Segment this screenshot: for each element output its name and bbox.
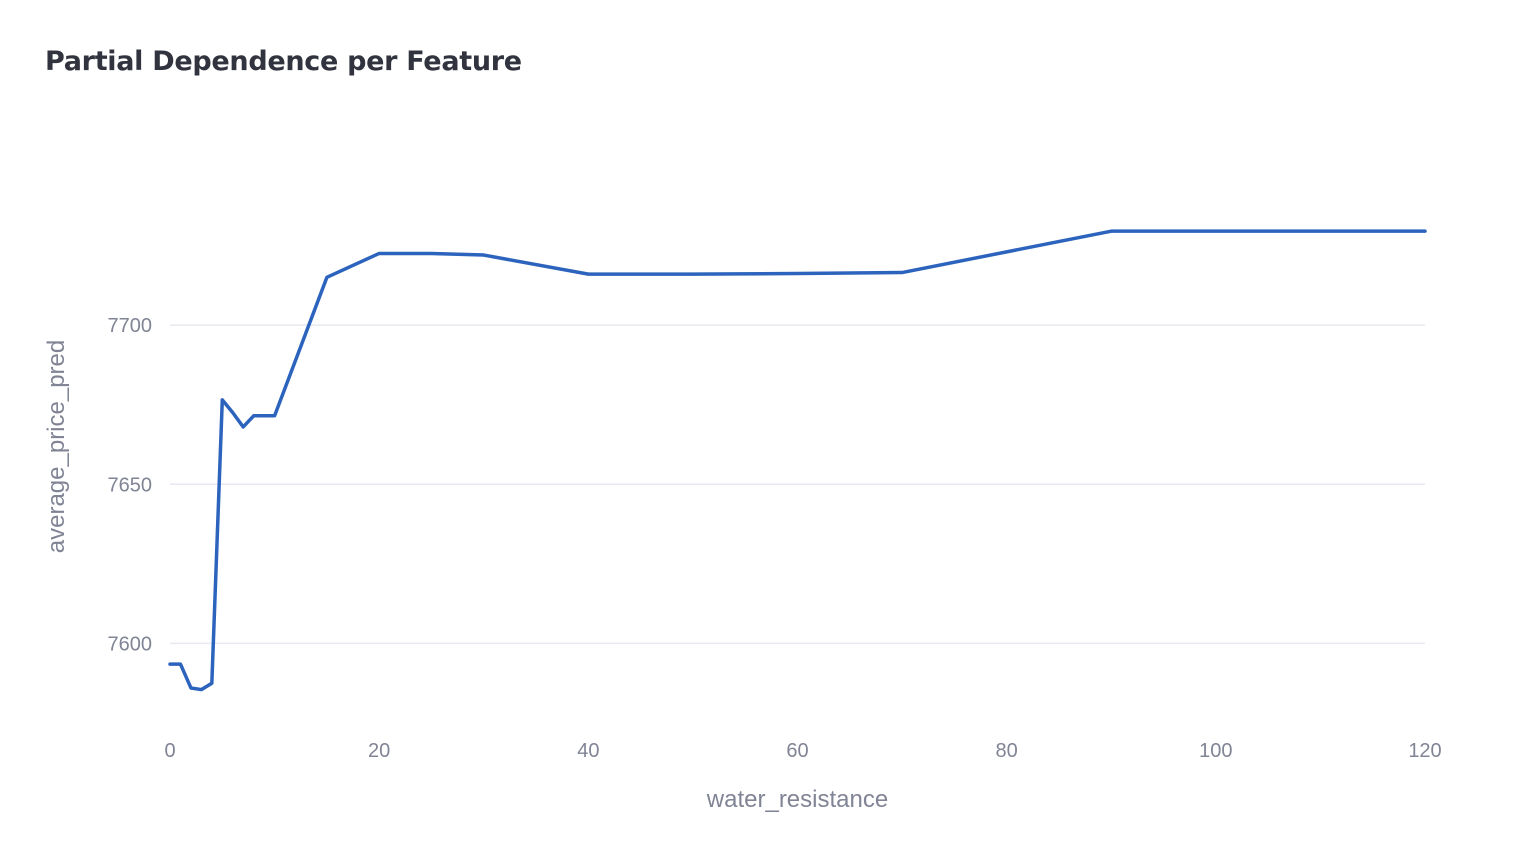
x-tick-label: 20	[368, 740, 390, 762]
x-tick-label: 100	[1199, 740, 1232, 762]
gridlines	[170, 325, 1425, 643]
x-tick-label: 40	[577, 740, 599, 762]
x-tick-label: 60	[786, 740, 808, 762]
x-tick-label: 0	[164, 740, 175, 762]
y-axis-ticks: 7600 7650 7700	[108, 315, 153, 655]
x-tick-label: 120	[1408, 740, 1441, 762]
series-layer	[170, 231, 1425, 689]
y-tick-label: 7700	[108, 315, 153, 337]
x-axis-ticks: 0 20 40 60 80 100 120	[164, 740, 1441, 762]
y-axis-title: average_price_pred	[43, 340, 70, 553]
series-line	[170, 231, 1425, 689]
y-tick-label: 7650	[108, 474, 153, 496]
x-axis-title: water_resistance	[706, 786, 888, 813]
x-tick-label: 80	[996, 740, 1018, 762]
y-tick-label: 7600	[108, 633, 153, 655]
